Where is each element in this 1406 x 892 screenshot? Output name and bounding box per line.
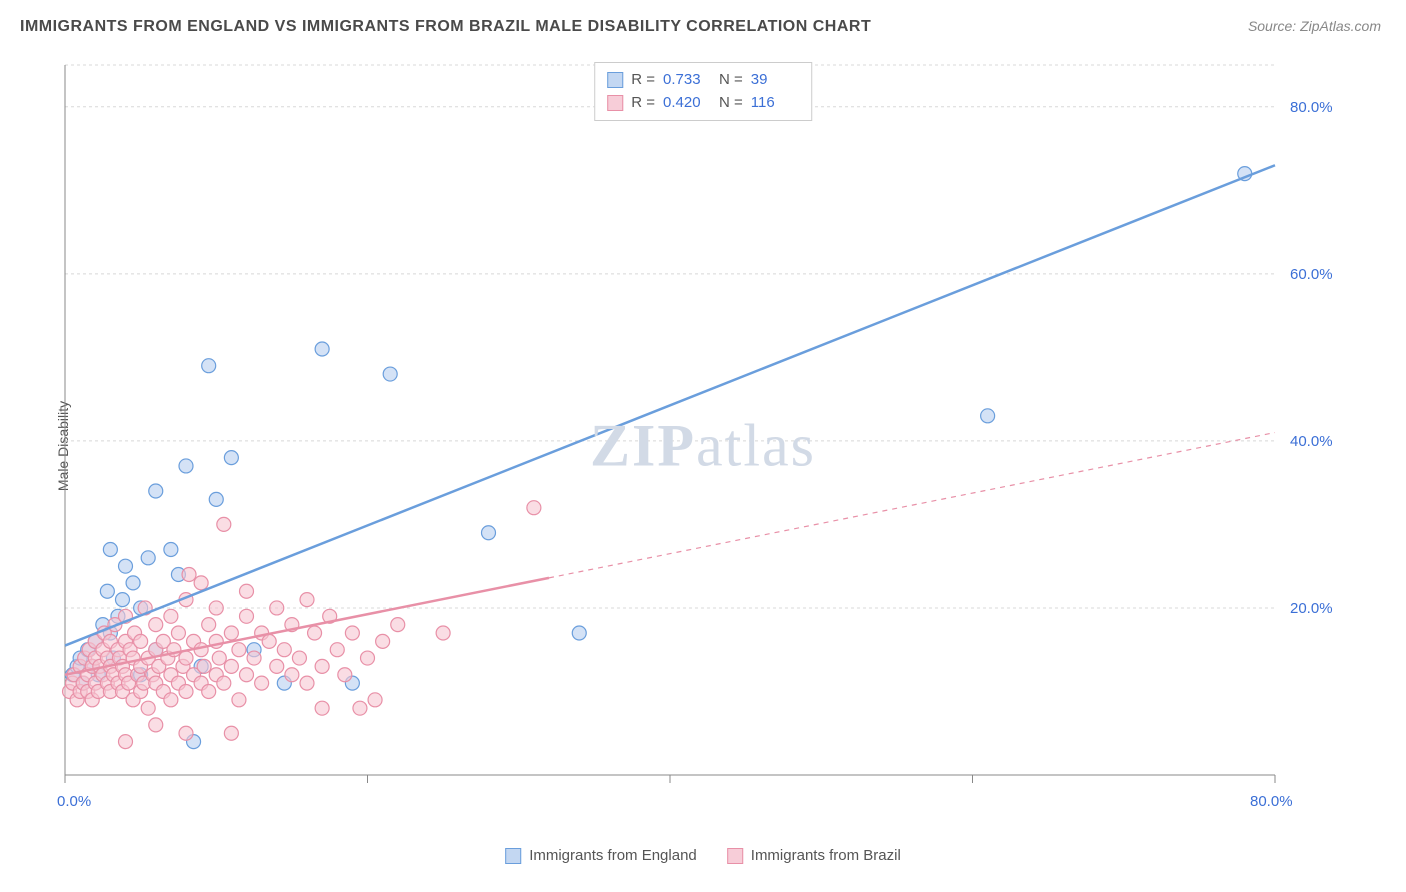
n-label: N = <box>719 69 743 92</box>
swatch-icon <box>727 848 743 864</box>
source-name: ZipAtlas.com <box>1300 18 1381 34</box>
series-legend: Immigrants from England Immigrants from B… <box>505 847 901 864</box>
swatch-icon <box>607 95 623 111</box>
r-value: 0.733 <box>663 69 711 92</box>
correlation-stats-box: R = 0.733 N = 39 R = 0.420 N = 116 <box>594 62 812 121</box>
svg-text:20.0%: 20.0% <box>1290 600 1333 617</box>
svg-text:60.0%: 60.0% <box>1290 266 1333 283</box>
n-value: 39 <box>751 69 799 92</box>
r-label: R = <box>631 92 655 115</box>
x-axis-min-label: 0.0% <box>57 793 91 810</box>
swatch-icon <box>505 848 521 864</box>
stats-row-brazil: R = 0.420 N = 116 <box>607 92 799 115</box>
source-prefix: Source: <box>1248 18 1300 34</box>
n-value: 116 <box>751 92 799 115</box>
r-value: 0.420 <box>663 92 711 115</box>
stats-row-england: R = 0.733 N = 39 <box>607 69 799 92</box>
x-axis-max-label: 80.0% <box>1250 793 1293 810</box>
r-label: R = <box>631 69 655 92</box>
svg-text:40.0%: 40.0% <box>1290 433 1333 450</box>
n-label: N = <box>719 92 743 115</box>
svg-text:80.0%: 80.0% <box>1290 99 1333 116</box>
chart-title: IMMIGRANTS FROM ENGLAND VS IMMIGRANTS FR… <box>20 18 871 36</box>
legend-item-england: Immigrants from England <box>505 847 697 864</box>
swatch-icon <box>607 72 623 88</box>
legend-label: Immigrants from Brazil <box>751 847 901 864</box>
source-attribution: Source: ZipAtlas.com <box>1248 18 1381 34</box>
legend-item-brazil: Immigrants from Brazil <box>727 847 901 864</box>
legend-label: Immigrants from England <box>529 847 697 864</box>
plot-area: 20.0% 40.0% 60.0% 80.0% <box>55 60 1345 820</box>
scatter-chart: 20.0% 40.0% 60.0% 80.0% <box>55 60 1345 820</box>
